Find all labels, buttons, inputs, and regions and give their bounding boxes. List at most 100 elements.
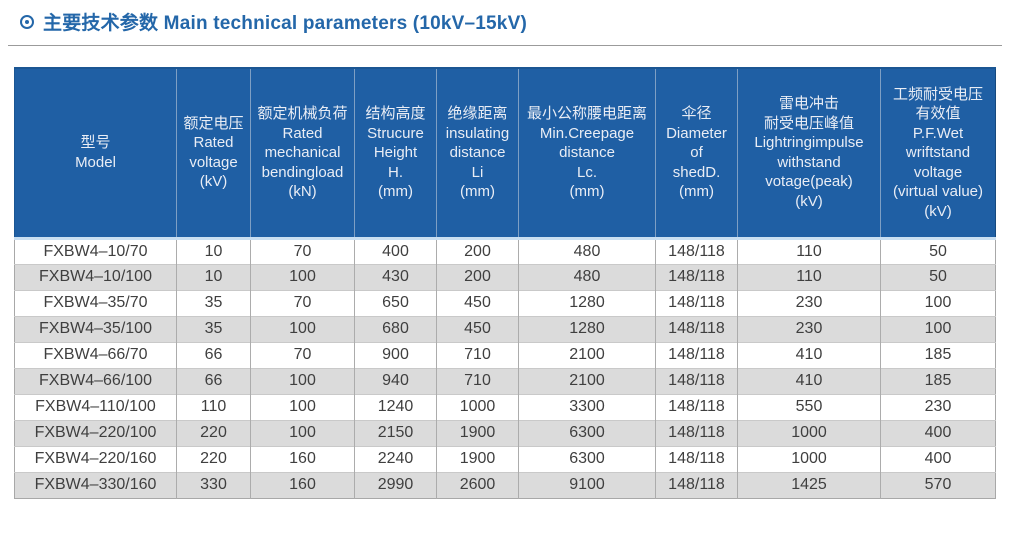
value-cell: 1000 — [436, 393, 519, 420]
value-cell: 10 — [176, 263, 251, 290]
model-cell: FXBW4–110/100 — [14, 393, 177, 420]
value-cell: 148/118 — [655, 367, 738, 394]
model-cell: FXBW4–330/160 — [14, 471, 177, 498]
value-cell: 66 — [176, 367, 251, 394]
table-row: FXBW4–220/160 220 160 2240 1900 6300 148/118 10… — [14, 445, 996, 472]
table-row: FXBW4–330/160 330 160 2990 2600 9100 148/118 14… — [14, 471, 996, 498]
value-cell: 50 — [880, 263, 996, 290]
column-header-structure-height: 结构高度 Strucure Height H. (mm) — [354, 67, 437, 240]
value-cell: 148/118 — [655, 289, 738, 316]
value-cell: 900 — [354, 341, 437, 368]
table-row: FXBW4–110/100 110 100 1240 1000 3300 148/118 55… — [14, 393, 996, 420]
table-row: FXBW4–35/70 35 70 650 450 1280 148/118 230 100 — [14, 289, 996, 316]
value-cell: 148/118 — [655, 445, 738, 472]
value-cell: 480 — [518, 263, 656, 290]
value-cell: 940 — [354, 367, 437, 394]
page-title: 主要技术参数 Main technical parameters (10kV–1… — [43, 13, 527, 34]
value-cell: 480 — [518, 237, 656, 264]
value-cell: 1000 — [737, 419, 881, 446]
value-cell: 100 — [250, 367, 355, 394]
section-title: 主要技术参数 Main technical parameters (10kV–1… — [20, 8, 527, 35]
value-cell: 710 — [436, 341, 519, 368]
parameters-table: 型号 Model 额定电压 Rated voltage (kV) 额定机械负荷 Ra… — [14, 67, 996, 499]
value-cell: 220 — [176, 419, 251, 446]
value-cell: 10 — [176, 237, 251, 264]
value-cell: 1280 — [518, 289, 656, 316]
column-header-shed-diameter: 伞径 Diameter of shedD. (mm) — [655, 67, 738, 240]
value-cell: 148/118 — [655, 419, 738, 446]
value-cell: 148/118 — [655, 471, 738, 498]
value-cell: 100 — [250, 263, 355, 290]
value-cell: 100 — [880, 315, 996, 342]
table-row: FXBW4–35/100 35 100 680 450 1280 148/118 230 100 — [14, 315, 996, 342]
column-header-min-creepage-distance: 最小公称腰电距离 Min.Creepage distance Lc. (mm) — [518, 67, 656, 240]
value-cell: 570 — [880, 471, 996, 498]
value-cell: 148/118 — [655, 237, 738, 264]
model-cell: FXBW4–220/100 — [14, 419, 177, 446]
value-cell: 1425 — [737, 471, 881, 498]
column-header-model: 型号 Model — [14, 67, 177, 240]
column-header-lightning-impulse-withstand-voltage: 雷电冲击 耐受电压峰值 Lightringimpulse withstand v… — [737, 67, 881, 240]
model-cell: FXBW4–66/100 — [14, 367, 177, 394]
table-row: FXBW4–220/100 220 100 2150 1900 6300 148/118 10… — [14, 419, 996, 446]
value-cell: 6300 — [518, 419, 656, 446]
value-cell: 1280 — [518, 315, 656, 342]
value-cell: 110 — [737, 237, 881, 264]
value-cell: 400 — [354, 237, 437, 264]
table-row: FXBW4–66/70 66 70 900 710 2100 148/118 410 185 — [14, 341, 996, 368]
value-cell: 550 — [737, 393, 881, 420]
value-cell: 148/118 — [655, 263, 738, 290]
circle-dot-icon — [20, 14, 34, 29]
value-cell: 148/118 — [655, 315, 738, 342]
value-cell: 230 — [737, 315, 881, 342]
value-cell: 70 — [250, 237, 355, 264]
value-cell: 330 — [176, 471, 251, 498]
value-cell: 50 — [880, 237, 996, 264]
value-cell: 430 — [354, 263, 437, 290]
value-cell: 400 — [880, 445, 996, 472]
value-cell: 2100 — [518, 341, 656, 368]
value-cell: 148/118 — [655, 341, 738, 368]
value-cell: 200 — [436, 237, 519, 264]
value-cell: 1240 — [354, 393, 437, 420]
model-cell: FXBW4–10/70 — [14, 237, 177, 264]
table-row: FXBW4–10/100 10 100 430 200 480 148/118 110 50 — [14, 263, 996, 290]
value-cell: 450 — [436, 315, 519, 342]
value-cell: 70 — [250, 289, 355, 316]
value-cell: 410 — [737, 341, 881, 368]
value-cell: 680 — [354, 315, 437, 342]
model-cell: FXBW4–220/160 — [14, 445, 177, 472]
column-header-power-frequency-withstand-voltage: 工频耐受电压 有效值 P.F.Wet wriftstand voltage (v… — [880, 67, 996, 240]
table-body: FXBW4–10/70 10 70 400 200 480 148/118 110 50 FXBW… — [14, 237, 996, 498]
table-row: FXBW4–66/100 66 100 940 710 2100 148/118 410 185 — [14, 367, 996, 394]
column-header-rated-voltage: 额定电压 Rated voltage (kV) — [176, 67, 251, 240]
value-cell: 1900 — [436, 445, 519, 472]
value-cell: 2100 — [518, 367, 656, 394]
model-cell: FXBW4–35/70 — [14, 289, 177, 316]
value-cell: 160 — [250, 445, 355, 472]
value-cell: 100 — [250, 315, 355, 342]
value-cell: 185 — [880, 367, 996, 394]
value-cell: 100 — [250, 419, 355, 446]
table-row: FXBW4–10/70 10 70 400 200 480 148/118 110 50 — [14, 237, 996, 264]
model-cell: FXBW4–10/100 — [14, 263, 177, 290]
table-header: 型号 Model 额定电压 Rated voltage (kV) 额定机械负荷 Ra… — [14, 67, 996, 240]
value-cell: 148/118 — [655, 393, 738, 420]
value-cell: 410 — [737, 367, 881, 394]
model-cell: FXBW4–66/70 — [14, 341, 177, 368]
value-cell: 6300 — [518, 445, 656, 472]
value-cell: 220 — [176, 445, 251, 472]
value-cell: 110 — [176, 393, 251, 420]
parameters-table-container: 型号 Model 额定电压 Rated voltage (kV) 额定机械负荷 Ra… — [14, 67, 996, 499]
title-divider — [8, 45, 1002, 46]
value-cell: 650 — [354, 289, 437, 316]
value-cell: 230 — [880, 393, 996, 420]
value-cell: 1000 — [737, 445, 881, 472]
column-header-rated-mechanical-bending-load: 额定机械负荷 Rated mechanical bendingload (kN) — [250, 67, 355, 240]
value-cell: 2600 — [436, 471, 519, 498]
table-header-row: 型号 Model 额定电压 Rated voltage (kV) 额定机械负荷 Ra… — [14, 67, 996, 240]
value-cell: 110 — [737, 263, 881, 290]
value-cell: 35 — [176, 289, 251, 316]
value-cell: 9100 — [518, 471, 656, 498]
